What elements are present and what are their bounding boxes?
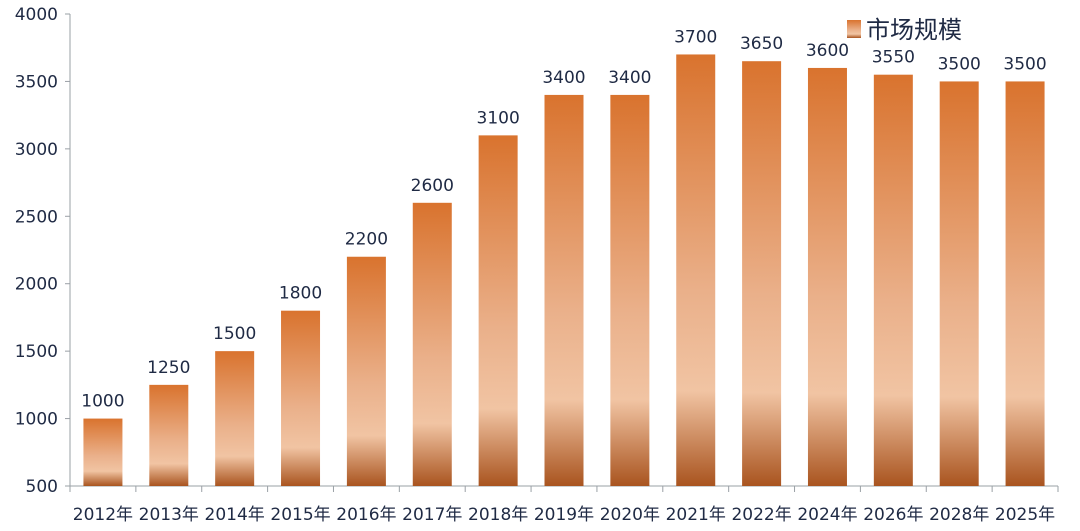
bar [1005,81,1045,486]
x-tick-label: 2015年 [270,505,330,525]
bar [412,202,452,487]
bar [544,94,584,487]
bar-value-label: 1800 [279,284,322,304]
bar-value-label: 3100 [477,108,520,128]
y-tick-label: 3000 [15,140,58,160]
legend-swatch [847,20,861,38]
bar-value-label: 1000 [81,392,124,412]
x-tick-label: 2018年 [468,505,528,525]
y-tick-label: 2500 [15,207,58,227]
bar-value-label: 2200 [345,230,388,250]
legend-label: 市场规模 [866,16,962,44]
x-tick-label: 2021年 [666,505,726,525]
bar [676,54,716,486]
bar [215,351,255,486]
bar-value-label: 2600 [411,176,454,196]
bars [83,54,1045,487]
bar [83,418,123,486]
y-tick-label: 1500 [15,342,58,362]
x-tick-label: 2019年 [534,505,594,525]
bar-value-label: 1250 [147,358,190,378]
bar-value-label: 1500 [213,324,256,344]
x-tick-label: 2014年 [205,505,265,525]
x-tick-label: 2026年 [863,505,923,525]
legend: 市场规模 [847,16,962,44]
bar [873,74,913,486]
bar [478,135,518,486]
x-tick-label: 2022年 [731,505,791,525]
bar [610,94,650,487]
x-tick-label: 2024年 [797,505,857,525]
x-axis: 2012年 2013年 2014年 2015年 2016年 2017年 2018年 2019年… [69,485,1059,525]
bar [742,61,782,486]
y-axis: 500 1000 1500 2000 2500 3000 3500 4000 [15,5,71,497]
y-tick-label: 500 [26,477,58,497]
bar [281,310,321,486]
bar-value-label: 3600 [806,41,849,61]
x-tick-label: 2017年 [402,505,462,525]
x-tick-label: 2016年 [336,505,396,525]
x-tick-label: 2012年 [73,505,133,525]
x-tick-label: 2020年 [600,505,660,525]
bar-value-label: 3550 [872,48,915,68]
bar-value-label: 3500 [1003,54,1046,74]
bar [939,81,979,486]
x-tick-label: 2025年 [995,505,1055,525]
y-tick-label: 1000 [15,410,58,430]
bar [807,67,847,486]
bar-value-label: 3700 [674,27,717,47]
data-labels: 1000 1250 1500 1800 2200 2600 3100 3400 3400 3700… [81,27,1046,411]
bar-value-label: 3400 [542,68,585,88]
bar [149,384,189,486]
bar-value-label: 3650 [740,34,783,54]
bar-value-label: 3400 [608,68,651,88]
bar [346,256,386,486]
bar-value-label: 3500 [938,54,981,74]
y-tick-label: 2000 [15,275,58,295]
x-tick-label: 2013年 [139,505,199,525]
x-tick-label: 2028年 [929,505,989,525]
y-tick-label: 4000 [15,5,58,25]
y-tick-label: 3500 [15,72,58,92]
